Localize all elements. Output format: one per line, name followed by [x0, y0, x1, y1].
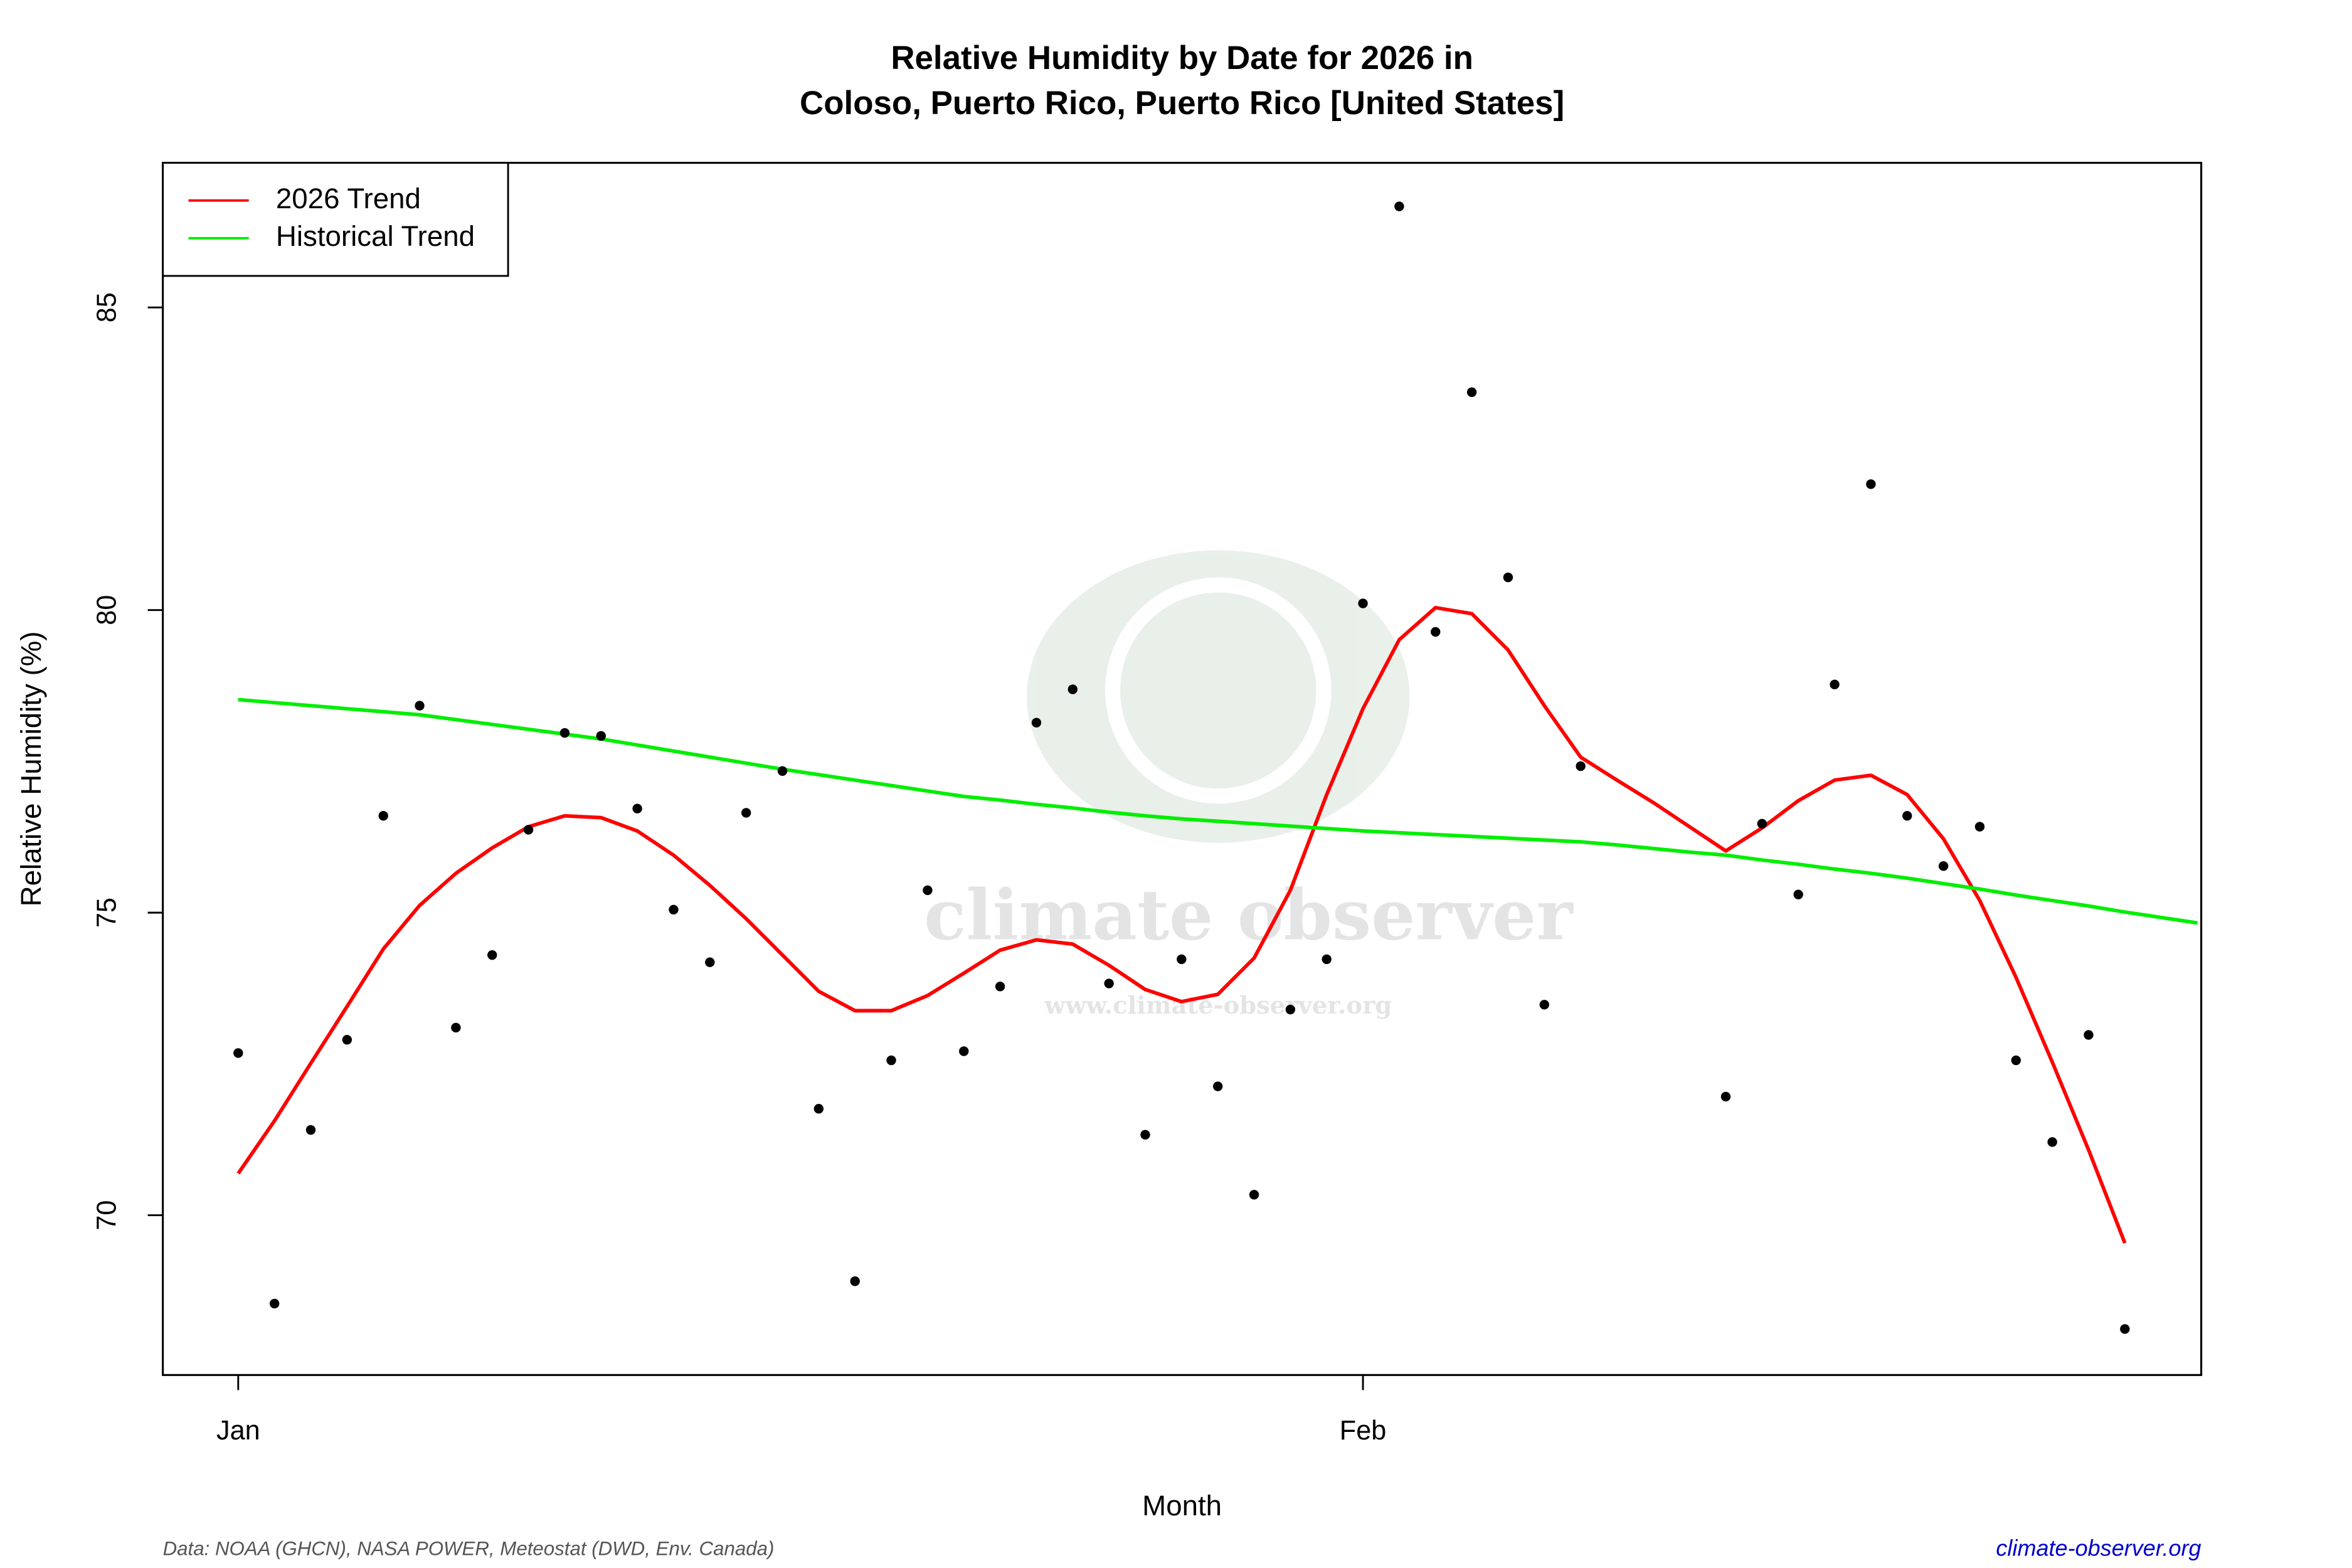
data-point: [2047, 1137, 2057, 1147]
x-tick-label: Jan: [216, 1416, 260, 1446]
y-tick-label: 80: [92, 595, 122, 625]
data-point: [2084, 1030, 2094, 1040]
data-point: [487, 950, 497, 960]
data-point: [1466, 387, 1477, 398]
x-tick-label: Feb: [1340, 1416, 1387, 1446]
data-point: [523, 825, 534, 835]
trend-line: [236, 605, 2127, 1244]
data-point: [1394, 201, 1404, 211]
data-point: [342, 1035, 352, 1045]
watermark-globe: [1105, 577, 1332, 804]
legend-label: Historical Trend: [276, 220, 475, 252]
data-point: [1866, 479, 1876, 489]
data-point: [378, 811, 388, 821]
data-point: [305, 1125, 316, 1135]
data-point: [415, 701, 425, 711]
data-point: [1974, 822, 1985, 832]
data-point: [596, 731, 606, 741]
y-tick-label: 85: [92, 292, 122, 322]
data-point: [233, 1048, 243, 1058]
data-point: [1938, 861, 1949, 871]
data-point: [1322, 954, 1332, 965]
data-point: [1539, 1000, 1550, 1010]
data-point: [1358, 598, 1368, 608]
data-point: [741, 808, 751, 818]
watermark: [1027, 550, 1410, 843]
legend-box: [162, 162, 509, 277]
data-point: [1720, 1091, 1731, 1102]
data-point: [1140, 1130, 1150, 1140]
data-point: [813, 1104, 824, 1114]
data-point: [923, 885, 933, 896]
data-point: [1104, 978, 1114, 988]
data-point: [1067, 684, 1078, 694]
data-point: [451, 1022, 461, 1033]
data-point: [2011, 1055, 2021, 1066]
data-point: [1576, 761, 1586, 771]
data-point: [1503, 572, 1513, 583]
data-point: [632, 803, 642, 813]
watermark-badge: [1027, 550, 1410, 843]
data-point: [269, 1298, 280, 1309]
data-point: [1177, 954, 1187, 965]
data-point: [1285, 1004, 1296, 1015]
data-point: [886, 1055, 896, 1066]
data-point: [559, 728, 570, 738]
y-axis-label: Relative Humidity (%): [15, 632, 47, 907]
data-point: [1757, 818, 1767, 829]
data-point: [1793, 889, 1803, 899]
data-point: [959, 1046, 969, 1056]
legend: 2026 Trend Historical Trend: [162, 162, 509, 277]
x-axis-label: Month: [1142, 1490, 1222, 1522]
source-note: Data: NOAA (GHCN), NASA POWER, Meteostat…: [163, 1537, 775, 1559]
chart-subtitle: Coloso, Puerto Rico, Puerto Rico [United…: [800, 85, 1564, 122]
data-point: [1830, 679, 1840, 690]
data-point: [1902, 811, 1912, 821]
data-point: [1031, 718, 1042, 728]
data-point: [1431, 627, 1441, 637]
chart-title: Relative Humidity by Date for 2026 in: [891, 40, 1473, 77]
data-point: [777, 766, 788, 776]
data-point: [705, 957, 715, 967]
data-point: [850, 1276, 860, 1286]
data-point: [1212, 1081, 1223, 1091]
plot-frame: [162, 162, 2203, 1376]
data-point: [995, 982, 1005, 992]
data-point: [2120, 1324, 2130, 1334]
y-tick-label: 75: [92, 898, 122, 928]
plot-area: 70 75 80 85 Jan Feb: [92, 201, 2198, 1446]
data-point: [1249, 1190, 1259, 1200]
site-link[interactable]: climate-observer.org: [1996, 1535, 2201, 1561]
y-tick-label: 70: [92, 1200, 122, 1231]
data-point: [669, 904, 679, 914]
legend-label: 2026 Trend: [276, 183, 421, 215]
